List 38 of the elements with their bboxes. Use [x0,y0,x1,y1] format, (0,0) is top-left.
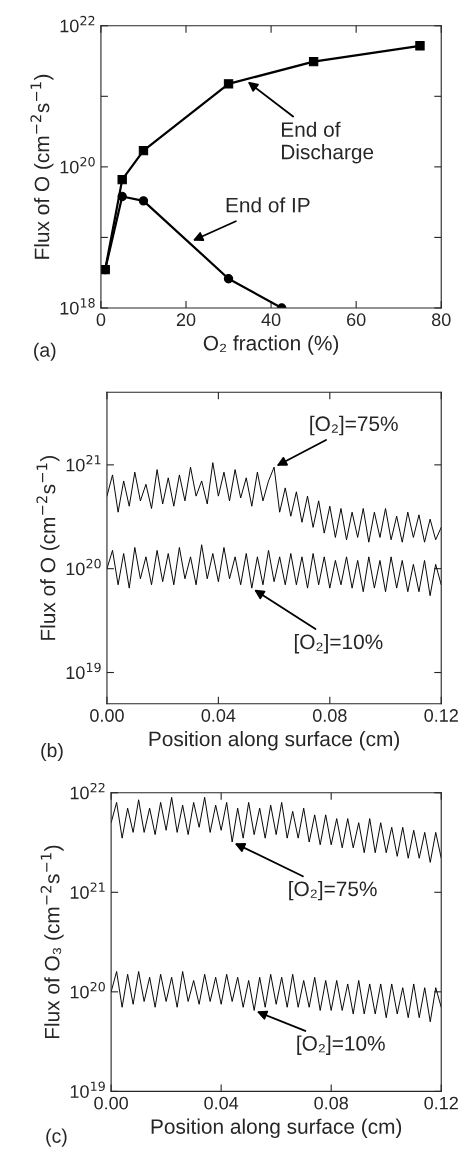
y-tick-label: 10$^{19}$ [66,662,101,680]
y-axis-title: Flux of O (cm$^{−2}$s$^{−1}$) [30,74,54,259]
y-tick-label: 10$^{18}$ [60,298,95,315]
text: (b) [41,742,63,762]
x-tick-label: 80 [431,313,451,327]
y-tick-label: 10$^{19}$ [70,1081,105,1098]
annotation: [O₂]=75% [289,880,377,901]
y-axis-title: Flux of O₃ (cm$^{−2}$s$^{−1}$) [40,845,64,1039]
text: (a) [34,342,56,361]
y-tick-label: 10$^{21}$ [66,454,101,472]
annotation: End of IP [226,197,310,213]
x-axis-title: O₂ fraction (%) [203,335,339,355]
x-tick-label: 0.08 [314,1096,348,1110]
annotation: End of Discharge [281,121,374,164]
annotation: [O₂]=75% [310,415,398,436]
x-tick-label: 0.00 [90,709,124,722]
y-axis-title: Flux of O (cm$^{−2}$s$^{−1}$) [36,455,60,640]
y-tick-label: 10$^{20}$ [60,156,95,174]
x-tick-label: 0.12 [424,1096,458,1110]
y-tick-label: 10$^{21}$ [70,882,105,899]
annotation: [O₂]=10% [297,1035,385,1055]
y-tick-label: 10$^{20}$ [66,558,101,576]
text: (c) [46,1128,67,1147]
x-tick-label: 20 [176,313,196,327]
x-axis-title: Position along surface (cm) [151,1118,402,1139]
x-tick-label: 0.08 [312,709,347,722]
x-tick-label: 0.12 [424,709,458,722]
x-tick-label: 60 [347,313,366,327]
y-tick-label: 10$^{22}$ [60,15,95,33]
x-axis-title: Position along surface (cm) [149,731,400,751]
x-tick-label: 0 [96,313,106,327]
y-tick-label: 10$^{20}$ [70,981,105,999]
x-tick-label: 0.04 [204,1096,239,1110]
y-tick-label: 10$^{22}$ [70,782,105,800]
x-tick-label: 40 [261,313,281,327]
x-tick-label: 0.04 [201,709,236,722]
x-tick-label: 0.00 [94,1096,128,1110]
annotation: [O₂]=10% [294,633,383,654]
